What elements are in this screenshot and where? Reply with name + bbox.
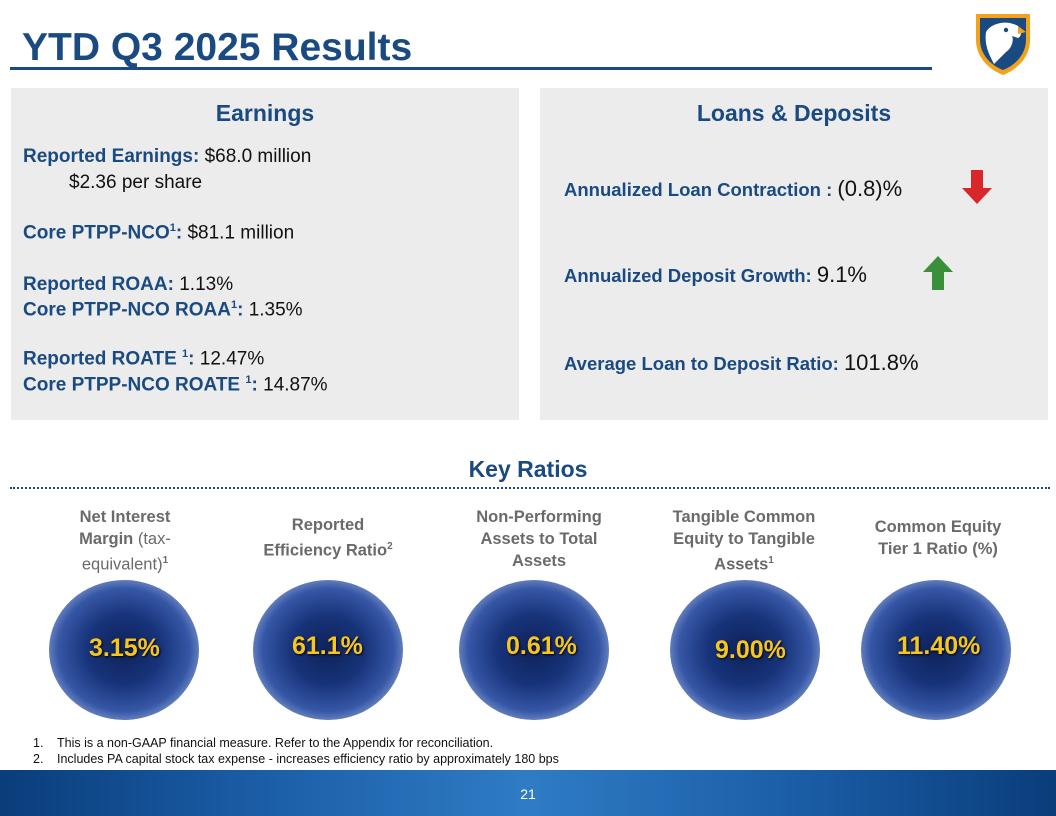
ratio-value-tce: 9.00% [715, 636, 786, 664]
deposit-growth-line: Annualized Deposit Growth: 9.1% [564, 262, 867, 288]
ratio-label-line: Margin (tax- [40, 528, 210, 550]
deposit-growth-label: Annualized Deposit Growth: [564, 265, 812, 286]
ratio-label-tce: Tangible Common Equity to Tangible Asset… [659, 506, 829, 576]
footnote-2: 2. Includes PA capital stock tax expense … [33, 752, 559, 766]
ratio-value-efficiency-ratio: 61.1% [292, 632, 363, 660]
footnote-text: Includes PA capital stock tax expense - … [57, 752, 559, 766]
loan-deposit-ratio-value: 101.8% [843, 350, 919, 375]
earnings-panel: Earnings Reported Earnings: $68.0 millio… [11, 88, 519, 420]
reported-earnings-line: Reported Earnings: $68.0 million [23, 146, 311, 168]
loan-deposit-ratio-line: Average Loan to Deposit Ratio: 101.8% [564, 350, 919, 376]
ratio-label-line: Tangible Common [672, 508, 816, 526]
ratio-label-line: Net Interest [79, 508, 171, 526]
ratio-orb [459, 580, 609, 720]
core-roaa-line: Core PTPP-NCO ROAA1: 1.35% [23, 299, 303, 321]
ratio-label-text: Efficiency Ratio [263, 541, 388, 560]
ratio-label-line: Assets1 [659, 550, 829, 576]
footnote-ref: 1 [169, 222, 176, 234]
footnote-ref: 1 [230, 299, 238, 311]
roate-value: 12.47% [199, 348, 265, 370]
key-ratios-heading: Key Ratios [468, 456, 588, 482]
footnote-ref: 1 [768, 555, 774, 566]
footnote-ref: 2 [387, 541, 393, 552]
ratio-value-net-interest-margin: 3.15% [89, 634, 160, 662]
ratio-label-efficiency-ratio: Reported Efficiency Ratio2 [243, 514, 413, 562]
footnote-ref: 1 [162, 555, 169, 566]
ratio-label-text: Assets [714, 555, 769, 574]
core-roate-label: Core PTPP-NCO ROATE [23, 374, 246, 396]
arrow-up-icon [923, 256, 953, 290]
eagle-shield-logo-icon [976, 14, 1030, 75]
ratio-label-line: equivalent)1 [40, 550, 210, 576]
footnote-number: 1. [33, 736, 44, 750]
ratio-label-npa: Non-Performing Assets to Total Assets [454, 506, 624, 572]
core-ptpp-value: $81.1 million [187, 222, 295, 244]
title-underline [10, 67, 932, 70]
roate-label: Reported ROATE [23, 348, 183, 370]
key-ratios-divider [10, 487, 1050, 489]
colon: : [175, 222, 183, 244]
core-ptpp-label: Core PTPP-NCO [23, 222, 170, 244]
ratio-label-line: Tier 1 Ratio (%) [878, 540, 998, 558]
core-roate-value: 14.87% [263, 374, 328, 396]
earnings-heading: Earnings [215, 100, 315, 126]
roate-line: Reported ROATE 1: 12.47% [23, 348, 264, 370]
loan-deposit-ratio-label: Average Loan to Deposit Ratio: [564, 353, 839, 374]
ratio-label-line: Assets to Total [480, 530, 598, 548]
ratio-label-text: equivalent) [81, 555, 163, 574]
colon: : [237, 299, 244, 321]
roaa-line: Reported ROAA: 1.13% [23, 274, 233, 296]
page-title: YTD Q3 2025 Results [22, 26, 413, 69]
ratio-label-line: Reported [291, 516, 365, 534]
ratio-value-cet1: 11.40% [897, 632, 981, 660]
page-number: 21 [520, 786, 536, 802]
ratio-label-line: Assets [511, 552, 567, 570]
loans-deposits-heading: Loans & Deposits [696, 100, 892, 126]
roaa-value: 1.13% [179, 274, 234, 295]
arrow-down-icon [962, 170, 992, 204]
ratio-orb [253, 580, 403, 720]
loans-deposits-panel: Loans & Deposits Annualized Loan Contrac… [540, 88, 1048, 420]
core-roaa-label: Core PTPP-NCO ROAA [23, 299, 231, 321]
ratio-label-line: Equity to Tangible [673, 530, 815, 548]
colon: : [188, 348, 195, 370]
footnote-1: 1. This is a non-GAAP financial measure. … [33, 736, 493, 750]
reported-earnings-value: $68.0 million [204, 146, 312, 167]
reported-earnings-label: Reported Earnings: [23, 146, 200, 167]
roaa-label: Reported ROAA: [23, 274, 174, 295]
ratio-label-line: Common Equity [874, 518, 1002, 536]
ratio-label-cet1: Common Equity Tier 1 Ratio (%) [853, 516, 1023, 560]
footnote-text: This is a non-GAAP financial measure. Re… [57, 736, 494, 750]
per-share-value: $2.36 per share [69, 172, 203, 193]
footnote-ref: 1 [245, 374, 252, 386]
core-roate-line: Core PTPP-NCO ROATE 1: 14.87% [23, 374, 328, 396]
ratio-value-npa: 0.61% [506, 632, 577, 660]
ratio-orb [861, 580, 1011, 720]
core-roaa-value: 1.35% [248, 299, 303, 321]
ratio-label-net-interest-margin: Net Interest Margin (tax- equivalent)1 [40, 506, 210, 576]
ratio-label-text: Margin [79, 530, 134, 548]
footnote-number: 2. [33, 752, 44, 766]
loan-contraction-value: (0.8)% [837, 176, 903, 201]
footnote-ref: 1 [182, 348, 189, 360]
ratio-label-line: Efficiency Ratio2 [243, 536, 413, 562]
ratio-orb [49, 580, 199, 720]
core-ptpp-line: Core PTPP-NCO1: $81.1 million [23, 222, 294, 244]
footer-bar: 21 [0, 770, 1056, 816]
loan-contraction-label: Annualized Loan Contraction : [564, 179, 833, 200]
ratio-label-line: Non-Performing [476, 508, 602, 526]
deposit-growth-value: 9.1% [816, 262, 867, 287]
colon: : [251, 374, 258, 396]
ratio-orb [670, 580, 820, 720]
ratio-label-text: (tax- [133, 530, 171, 548]
loan-contraction-line: Annualized Loan Contraction : (0.8)% [564, 176, 902, 202]
